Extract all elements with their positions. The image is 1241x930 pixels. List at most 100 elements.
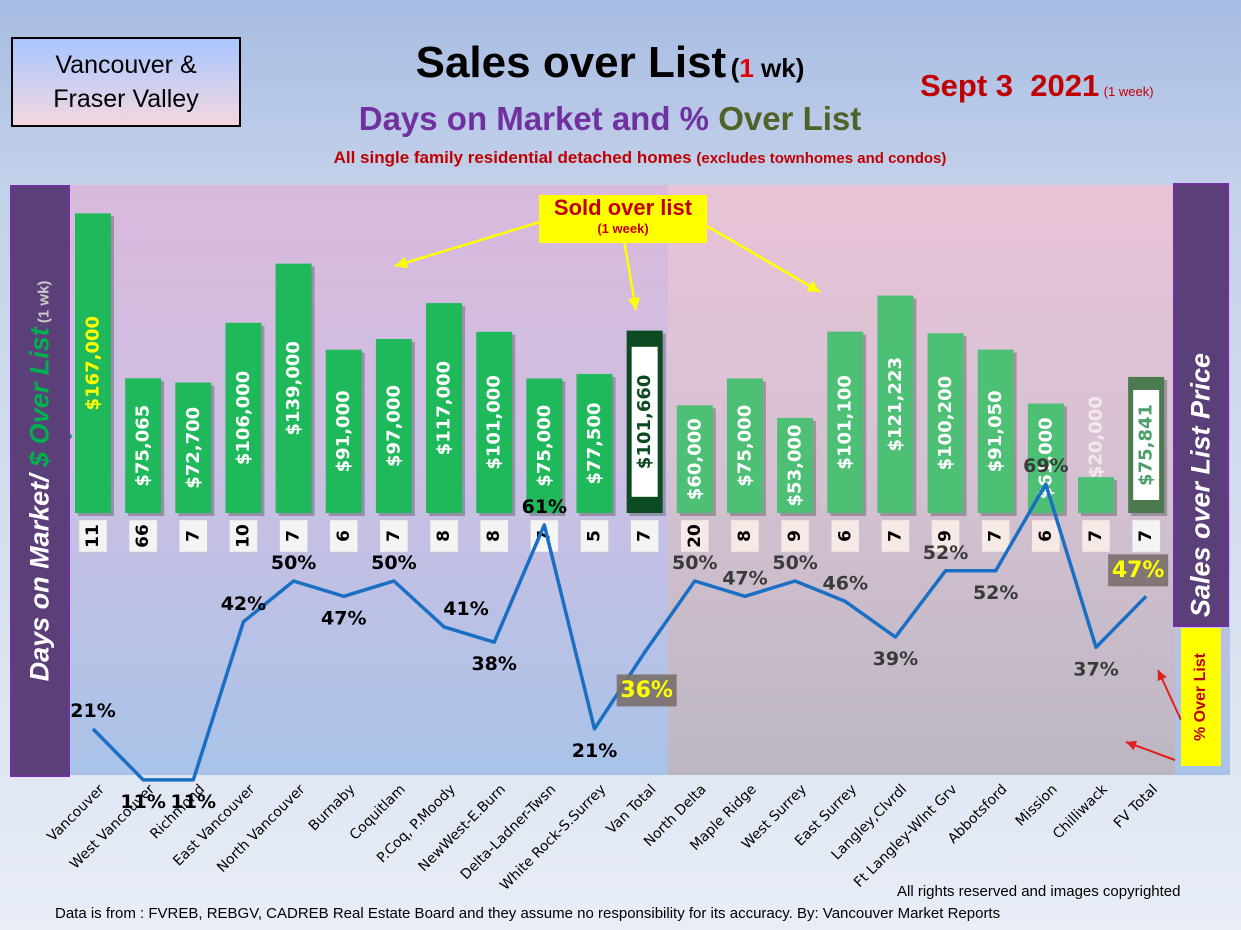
title-paren-rest: wk) bbox=[753, 53, 805, 83]
pct-label: 46% bbox=[823, 572, 868, 594]
source-text: Data is from : FVREB, REBGV, CADREB Real… bbox=[55, 905, 1001, 922]
category-label: Ft Langley-Wlnt Grv bbox=[851, 782, 960, 891]
pct-label: 39% bbox=[873, 648, 918, 670]
left-axis-part-3: (1 wk) bbox=[35, 280, 53, 328]
bar-value-label: $72,700 bbox=[183, 407, 204, 489]
dom-label: 7 bbox=[284, 530, 304, 542]
region-box: Vancouver & Fraser Valley bbox=[11, 37, 241, 127]
sold-over-list-callout: Sold over list (1 week) bbox=[539, 195, 707, 243]
pct-label: 69% bbox=[1023, 455, 1068, 477]
copyright-text: All rights reserved and images copyright… bbox=[897, 883, 1181, 900]
pct-label: 47% bbox=[321, 607, 366, 629]
pct-label: 42% bbox=[221, 593, 266, 615]
dom-box bbox=[429, 519, 459, 553]
pct-label: 52% bbox=[973, 582, 1018, 604]
bar-value-label: $91,050 bbox=[985, 390, 1006, 472]
dom-label: 9 bbox=[936, 530, 956, 542]
pct-label: 21% bbox=[572, 740, 617, 762]
dom-box bbox=[179, 519, 208, 553]
bar-value-label: $60,000 bbox=[684, 418, 705, 500]
dom-box bbox=[1031, 519, 1061, 553]
subtitle-part-1: Days on Market and % bbox=[358, 100, 719, 137]
pct-label: 50% bbox=[672, 552, 717, 574]
pct-label: 11% bbox=[120, 791, 165, 813]
bar bbox=[175, 382, 212, 513]
bar-value-label: $20,000 bbox=[1086, 396, 1107, 478]
region-line-2: Fraser Valley bbox=[53, 85, 199, 113]
report-date: Sept 3 2021 (1 week) bbox=[920, 68, 1220, 104]
pct-label: 47% bbox=[1112, 558, 1165, 583]
callout-line-1: Sold over list bbox=[553, 195, 693, 220]
pct-over-list-box: % Over List bbox=[1181, 628, 1221, 766]
dom-label: 8 bbox=[735, 530, 755, 542]
right-axis-label: Sales over List Price bbox=[1185, 352, 1216, 618]
dom-label: 6 bbox=[835, 530, 855, 542]
pct-label: 61% bbox=[522, 496, 567, 518]
pct-arrow-head bbox=[1157, 670, 1167, 682]
subtitle-part-2: Over List bbox=[718, 100, 862, 137]
bar bbox=[125, 378, 162, 513]
category-label: FV Total bbox=[1111, 782, 1161, 832]
title-main: Sales over List bbox=[415, 38, 727, 87]
dom-box bbox=[580, 519, 609, 553]
description-main: All single family residential detached h… bbox=[333, 148, 697, 167]
bar bbox=[325, 349, 362, 513]
pct-label: 11% bbox=[171, 791, 216, 813]
pct-label: 21% bbox=[70, 700, 115, 722]
bar-value-label: $91,000 bbox=[333, 390, 354, 472]
bar-value-label: $75,000 bbox=[734, 405, 755, 487]
dom-label: 11 bbox=[83, 524, 103, 548]
bar bbox=[777, 417, 814, 513]
bar-value-label: $53,000 bbox=[785, 424, 806, 506]
title-paren-open: ( bbox=[730, 53, 740, 83]
left-axis-panel: Days on Market/ $ Over List (1 wk) bbox=[10, 185, 70, 777]
callout-line-2: (1 week) bbox=[597, 221, 649, 236]
dom-box bbox=[981, 519, 1010, 553]
dom-label: 5 bbox=[585, 530, 605, 542]
pct-label: 50% bbox=[371, 552, 416, 574]
bar-value-label: $117,000 bbox=[434, 361, 455, 456]
bar-label-box bbox=[631, 346, 658, 497]
dom-label: 7 bbox=[986, 530, 1006, 542]
pct-label: 36% bbox=[620, 678, 673, 703]
bar bbox=[1027, 403, 1064, 513]
dom-box bbox=[730, 519, 760, 553]
pct-label: 47% bbox=[722, 567, 767, 589]
category-label: Mission bbox=[1013, 782, 1061, 830]
subtitle: Days on Market and % Over List bbox=[280, 100, 940, 138]
date-note: (1 week) bbox=[1103, 84, 1154, 99]
bar bbox=[75, 213, 111, 513]
description-small: (excludes townhomes and condos) bbox=[696, 150, 947, 167]
dom-label: 7 bbox=[183, 530, 203, 542]
bar-value-label: $75,065 bbox=[133, 405, 154, 487]
left-axis-part-1: Days on Market/ bbox=[24, 466, 55, 682]
pct-arrow-head bbox=[1126, 740, 1138, 751]
bar bbox=[877, 295, 914, 513]
dom-box bbox=[128, 519, 158, 553]
bar-value-label: $167,000 bbox=[83, 316, 104, 411]
bar bbox=[375, 338, 412, 513]
dom-label: 20 bbox=[685, 524, 705, 548]
bar-value-label: $100,200 bbox=[935, 376, 956, 471]
pct-label: 50% bbox=[772, 552, 817, 574]
bar-value-label: $139,000 bbox=[283, 341, 304, 436]
bar bbox=[676, 405, 713, 513]
bar bbox=[426, 303, 463, 513]
region-line-1: Vancouver & bbox=[55, 51, 197, 79]
right-axis-panel: Sales over List Price bbox=[1173, 183, 1229, 627]
dom-box bbox=[780, 519, 810, 553]
bar-value-label: $75,000 bbox=[534, 405, 555, 487]
bar bbox=[1078, 477, 1114, 513]
page-title: Sales over List (1 wk) bbox=[300, 38, 920, 88]
bar bbox=[827, 331, 864, 513]
bar bbox=[726, 378, 763, 513]
pct-over-list-label: % Over List bbox=[1192, 652, 1209, 742]
dom-label: 10 bbox=[233, 524, 253, 548]
bar-value-label: $121,223 bbox=[885, 357, 906, 452]
dom-box bbox=[479, 519, 509, 553]
pct-label: 52% bbox=[923, 542, 968, 564]
callout-arrow bbox=[394, 220, 541, 268]
pct-label: 50% bbox=[271, 552, 316, 574]
description: All single family residential detached h… bbox=[200, 148, 1080, 168]
